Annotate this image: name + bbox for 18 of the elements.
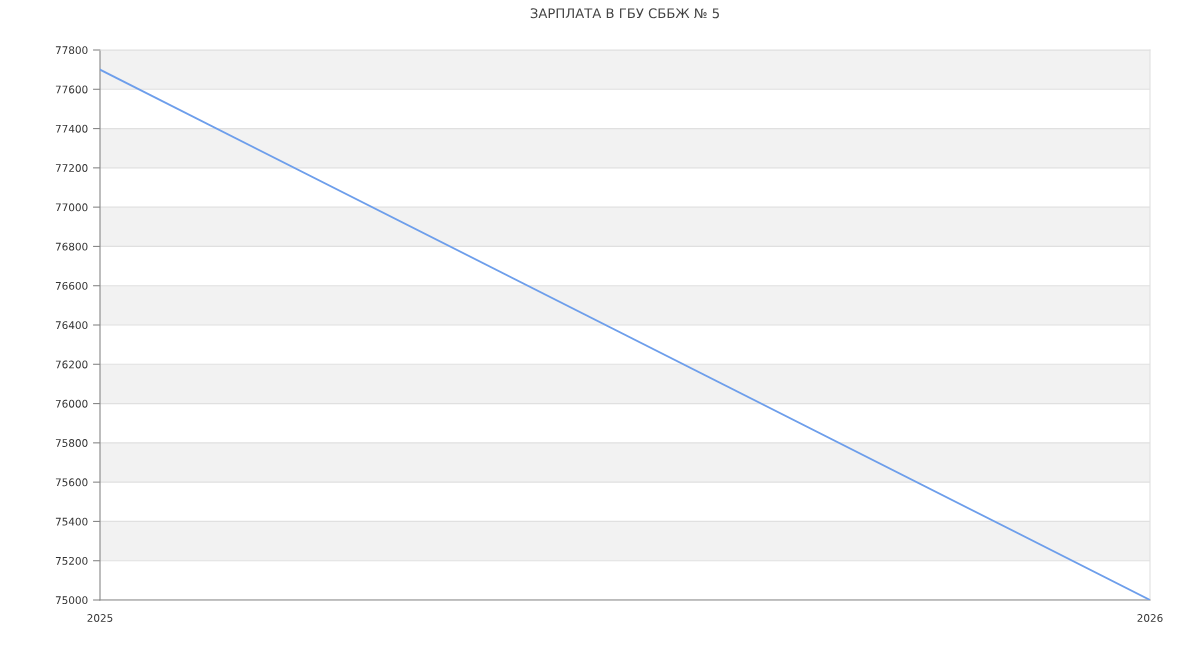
y-tick-label: 75600 — [55, 478, 88, 487]
y-tick-label: 75800 — [55, 439, 88, 447]
y-tick-label: 77600 — [55, 85, 88, 94]
y-tick-label: 76000 — [55, 399, 88, 408]
y-tick-label: 77200 — [55, 164, 88, 172]
y-tick-label: 76600 — [55, 281, 88, 290]
x-tick-label: 2026 — [1137, 614, 1163, 622]
y-tick-label: 75000 — [55, 596, 88, 605]
chart-title: ЗАРПЛАТА В ГБУ СББЖ № 5 — [530, 8, 719, 19]
y-tick-label: 76800 — [55, 242, 88, 251]
y-tick-label: 75400 — [55, 517, 88, 526]
y-tick-label: 77400 — [55, 124, 88, 133]
y-tick-label: 76200 — [55, 360, 88, 369]
y-tick-label: 76400 — [55, 321, 88, 330]
y-tick-label: 75200 — [55, 556, 88, 565]
y-tick-label: 77800 — [55, 46, 88, 55]
x-tick-label: 2025 — [87, 614, 113, 622]
y-tick-label: 77000 — [55, 203, 88, 212]
